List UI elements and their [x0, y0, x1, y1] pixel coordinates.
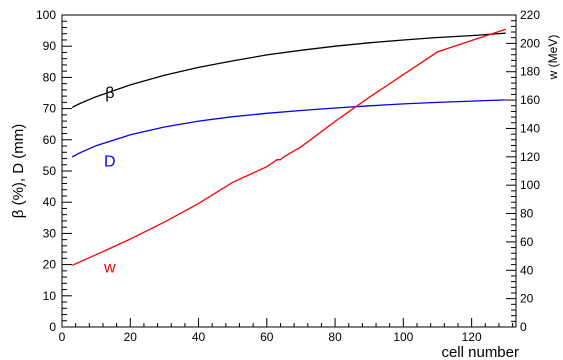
y-axis-left-label: β (%), D (mm): [10, 124, 27, 218]
y-right-tick-label: 0: [520, 320, 527, 334]
y-left-tick-label: 30: [43, 226, 57, 240]
x-tick-label: 120: [462, 330, 482, 344]
y-right-tick-label: 180: [520, 65, 540, 79]
y-left-tick-label: 0: [49, 320, 56, 334]
y-right-tick-label: 140: [520, 121, 540, 135]
y-right-tick-label: 120: [520, 150, 540, 164]
plot-frame: [61, 14, 517, 328]
y-left-tick-label: 100: [36, 8, 56, 22]
series-line-β: [71, 32, 506, 108]
series-label-β: β: [105, 85, 114, 102]
y-axis-left: 0 10 20 30 40 50 60 70 80 90 100: [36, 8, 72, 334]
series-layer: β Dw: [71, 28, 507, 276]
y-left-tick-label: 20: [43, 258, 57, 272]
y-left-tick-label: 70: [43, 102, 57, 116]
y-left-tick-label: 90: [43, 39, 57, 53]
x-tick-label: 0: [59, 330, 66, 344]
series-label-D: D: [104, 154, 116, 171]
y-right-tick-label: 60: [520, 235, 534, 249]
y-right-tick-label: 220: [520, 8, 540, 22]
y-right-tick-label: 160: [520, 93, 540, 107]
x-axis-label: cell number: [441, 344, 519, 360]
x-tick-label: 60: [260, 330, 274, 344]
x-tick-label: 100: [393, 330, 413, 344]
y-left-tick-label: 40: [43, 195, 57, 209]
y-left-tick-label: 80: [43, 70, 57, 84]
x-tick-label: 40: [192, 330, 206, 344]
y-right-tick-label: 100: [520, 178, 540, 192]
y-left-tick-label: 50: [43, 164, 57, 178]
y-left-tick-label: 10: [43, 289, 57, 303]
y-left-tick-label: 60: [43, 133, 57, 147]
y-axis-right-label: w (MeV): [546, 35, 560, 81]
y-axis-right: 0 20 40 60 80 100 120 140 160 180 200 220: [506, 8, 540, 334]
series-line-w: [71, 28, 507, 266]
series-line-D: [71, 99, 506, 158]
y-right-tick-label: 20: [520, 292, 534, 306]
x-tick-label: 20: [124, 330, 138, 344]
x-tick-label: 80: [328, 330, 342, 344]
x-axis: 0 20 40 60 80 100 120: [59, 318, 514, 344]
series-label-w: w: [103, 259, 116, 276]
y-right-tick-label: 40: [520, 263, 534, 277]
y-right-tick-label: 200: [520, 36, 540, 50]
y-right-tick-label: 80: [520, 207, 534, 221]
